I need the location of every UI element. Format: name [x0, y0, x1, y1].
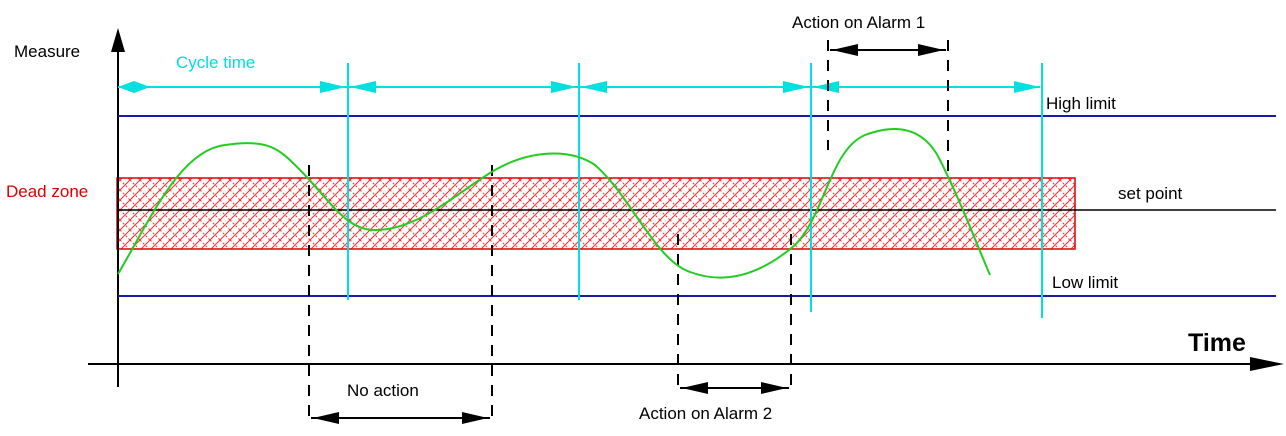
- y-axis-arrow-icon: [111, 28, 125, 52]
- alarm-1-arrow: [830, 44, 946, 56]
- x-axis-arrow-icon: [1250, 357, 1284, 371]
- alarm-2-label: Action on Alarm 2: [639, 404, 772, 423]
- set-point-label: set point: [1118, 184, 1183, 203]
- time-label: Time: [1188, 329, 1246, 357]
- measure-signal-curve: [117, 127, 991, 279]
- high-limit-label: High limit: [1046, 94, 1116, 113]
- alarm-1-label: Action on Alarm 1: [792, 13, 925, 32]
- cycle-time-arrows: [118, 81, 1040, 93]
- no-action-arrow: [311, 412, 490, 424]
- cycle-time-label: Cycle time: [176, 53, 255, 72]
- dead-zone-label: Dead zone: [6, 182, 88, 201]
- alarm-2-arrow: [680, 382, 789, 394]
- dead-zone-band: [116, 177, 1076, 250]
- measure-label: Measure: [14, 42, 80, 61]
- low-limit-label: Low limit: [1052, 273, 1118, 292]
- no-action-label: No action: [347, 381, 419, 400]
